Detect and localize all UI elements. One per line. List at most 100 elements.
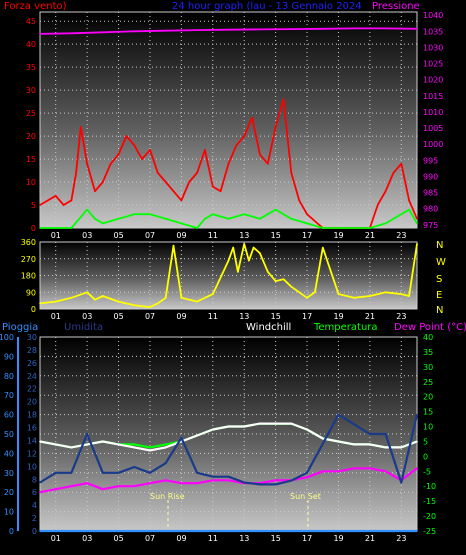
top-series-1-point [416,218,418,220]
y-right-tick-label: 25 [423,378,433,387]
y-outer-left-tick-label: 70 [4,391,14,400]
top-pressione-point [322,28,324,30]
y-inner-left-tick-label: 6 [32,488,37,497]
top-series-1-point [282,98,285,101]
y-right-tick-label: 1035 [423,27,443,36]
top-plot-area [39,11,418,229]
bottom-umidita-point [259,483,261,486]
bottom-windchill-point [274,422,277,425]
middle-series-0-point [157,302,159,305]
x-tick-label: 19 [333,534,343,543]
bottom-umidita-point [306,472,308,474]
y-inner-left-tick-label: 12 [27,449,37,458]
top-pressione-point [290,28,293,30]
middle-series-0-point [196,300,198,303]
bottom-temperatura-point [149,446,151,449]
middle-series-0-point [369,295,371,297]
top-series-1-point [133,144,136,147]
x-tick-label: 07 [145,534,155,543]
top-pressione-point [384,27,387,30]
bottom-windchill-point [149,449,151,452]
top-series-1-point [392,172,395,174]
bottom-windchill-point [227,425,230,428]
bottom-dew-point-c-point [306,476,308,479]
middle-series-0-point [232,246,234,249]
x-tick-label: 11 [208,312,218,321]
compass-e: E [436,290,442,301]
x-tick-label: 17 [302,312,312,321]
sunset-label: Sun Set [290,492,321,501]
y-outer-left-tick-label: 60 [4,411,14,420]
y-left-tick-label: 30 [26,86,36,95]
middle-series-0-point [94,298,96,301]
y-inner-left-tick-label: 20 [27,398,37,407]
y-left-tick-label: 10 [26,178,36,187]
y-outer-left-tick-label: 40 [4,449,14,458]
x-tick-label: 15 [271,534,281,543]
middle-series-0-point [337,293,340,295]
y-inner-left-tick-label: 14 [27,436,37,445]
dew-point-label: Dew Point (°C) [394,322,466,333]
top-series-1-point [164,181,167,183]
pioggia-label: Pioggia [2,322,38,333]
top-series-1-point [267,162,269,165]
top-series-1-point [212,185,214,188]
x-tick-label: 03 [82,312,92,321]
bottom-umidita-point [86,433,88,435]
bottom-temperatura-point [164,443,167,446]
top-pressione-point [164,29,167,32]
top-series-2-point [400,213,403,215]
y-tick-label: 90 [26,288,36,297]
y-inner-left-tick-label: 22 [27,385,37,394]
top-series-1-point [125,135,128,137]
top-pressione-point [70,32,73,35]
bottom-umidita-point [70,472,73,474]
y-right-tick-label: 990 [423,172,438,181]
bottom-temperatura-point [133,443,136,446]
bottom-windchill-point [164,446,167,449]
y-inner-left-tick-label: 4 [32,501,37,510]
top-series-1-point [47,199,49,202]
y-inner-left-tick-label: 16 [27,424,37,433]
bottom-umidita-point [212,475,214,478]
x-tick-label: 03 [82,534,92,543]
bottom-windchill-point [259,422,261,425]
middle-series-0-point [259,252,261,254]
x-tick-label: 07 [145,231,155,240]
y-right-tick-label: -15 [423,497,436,506]
bottom-windchill-point [384,446,387,449]
bottom-umidita-point [274,483,277,486]
top-series-1-point [243,135,245,137]
bottom-dew-point-c-point [353,467,356,470]
bottom-umidita-point [196,472,198,474]
top-series-2-point [196,227,198,229]
middle-series-0-point [102,295,104,297]
bottom-dew-point-c-point [369,467,371,470]
middle-series-0-point [314,291,316,294]
y-left-tick-label: 35 [26,63,36,72]
top-pressione-point [196,29,198,31]
bottom-dew-point-c-point [322,470,324,473]
y-outer-left-tick-label: 50 [4,430,14,439]
y-right-tick-label: 10 [423,423,433,432]
middle-series-0-point [252,246,255,249]
y-right-tick-label: 975 [423,221,438,230]
y-right-tick-label: -10 [423,482,436,491]
top-pressione-point [133,30,136,33]
top-series-1-point [54,195,57,197]
y-inner-left-tick-label: 18 [27,411,37,420]
y-right-tick-label: 985 [423,189,438,198]
bottom-windchill-point [70,446,73,449]
middle-series-0-point [384,291,387,294]
y-outer-left-tick-label: 100 [0,333,14,342]
x-tick-label: 23 [396,312,406,321]
middle-series-0-point [306,297,308,299]
top-series-2-point [243,213,245,215]
top-series-2-point [259,218,261,220]
bottom-umidita-point [164,462,167,464]
x-tick-label: 01 [51,231,61,240]
top-series-1-point [109,162,112,165]
bottom-windchill-point [243,425,245,428]
x-tick-label: 13 [239,534,249,543]
